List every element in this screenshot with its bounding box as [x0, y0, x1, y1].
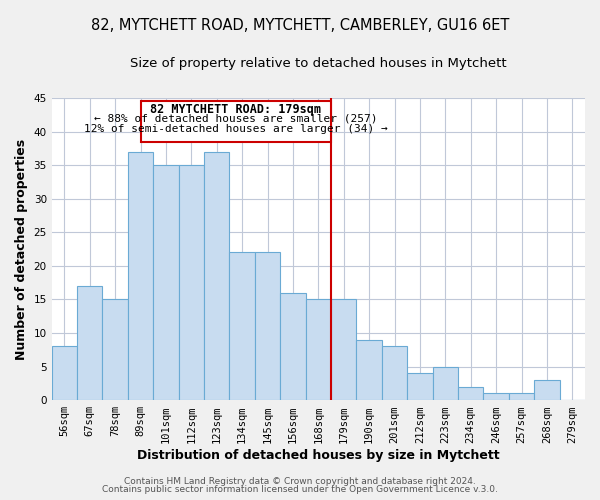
- Bar: [229, 252, 255, 400]
- Bar: [153, 165, 179, 400]
- FancyBboxPatch shape: [140, 102, 331, 141]
- Bar: [52, 346, 77, 400]
- Bar: [484, 394, 509, 400]
- Text: 12% of semi-detached houses are larger (34) →: 12% of semi-detached houses are larger (…: [84, 124, 388, 134]
- Bar: [458, 387, 484, 400]
- Text: Contains HM Land Registry data © Crown copyright and database right 2024.: Contains HM Land Registry data © Crown c…: [124, 477, 476, 486]
- Bar: [509, 394, 534, 400]
- Bar: [128, 152, 153, 400]
- Bar: [204, 152, 229, 400]
- Bar: [305, 300, 331, 400]
- Bar: [534, 380, 560, 400]
- Bar: [255, 252, 280, 400]
- Bar: [407, 374, 433, 400]
- Bar: [179, 165, 204, 400]
- Bar: [280, 293, 305, 400]
- Text: ← 88% of detached houses are smaller (257): ← 88% of detached houses are smaller (25…: [94, 114, 377, 124]
- Y-axis label: Number of detached properties: Number of detached properties: [15, 138, 28, 360]
- Bar: [77, 286, 103, 400]
- Bar: [331, 300, 356, 400]
- Bar: [103, 300, 128, 400]
- Text: 82, MYTCHETT ROAD, MYTCHETT, CAMBERLEY, GU16 6ET: 82, MYTCHETT ROAD, MYTCHETT, CAMBERLEY, …: [91, 18, 509, 32]
- Title: Size of property relative to detached houses in Mytchett: Size of property relative to detached ho…: [130, 58, 506, 70]
- Bar: [433, 366, 458, 400]
- Bar: [356, 340, 382, 400]
- X-axis label: Distribution of detached houses by size in Mytchett: Distribution of detached houses by size …: [137, 450, 500, 462]
- Text: Contains public sector information licensed under the Open Government Licence v.: Contains public sector information licen…: [102, 485, 498, 494]
- Text: 82 MYTCHETT ROAD: 179sqm: 82 MYTCHETT ROAD: 179sqm: [150, 104, 321, 117]
- Bar: [382, 346, 407, 400]
